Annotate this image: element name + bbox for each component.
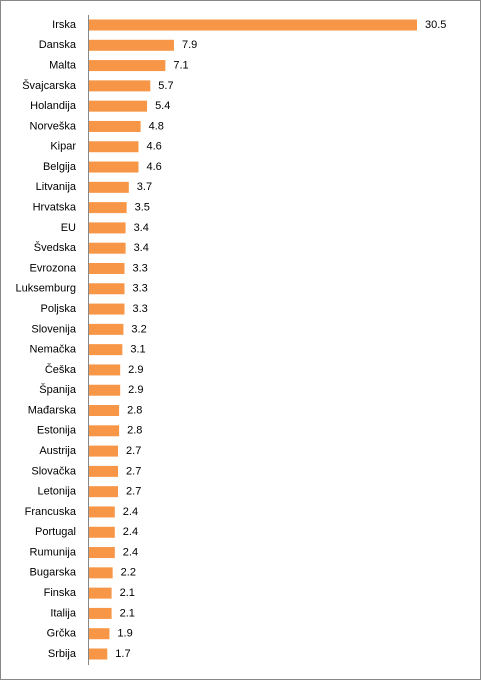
category-label: Holandija xyxy=(30,100,77,112)
category-label: Slovenija xyxy=(31,323,77,335)
category-label: Kipar xyxy=(50,141,76,153)
value-label: 3.7 xyxy=(137,181,152,193)
bar xyxy=(89,344,123,356)
value-label: 3.2 xyxy=(131,323,146,335)
value-label: 2.7 xyxy=(126,445,141,457)
category-label: Grčka xyxy=(47,628,77,640)
category-label: Norveška xyxy=(30,120,77,132)
category-label: Luksemburg xyxy=(15,283,76,295)
category-label: Portugal xyxy=(35,526,76,538)
bar xyxy=(89,222,126,234)
bar xyxy=(89,242,126,254)
bar xyxy=(89,465,119,477)
value-label: 1.9 xyxy=(117,628,132,640)
category-label: Nemačka xyxy=(30,344,77,356)
value-label: 3.1 xyxy=(130,344,145,356)
category-label: Irska xyxy=(52,19,77,31)
bar xyxy=(89,262,125,274)
category-label: Francuska xyxy=(25,506,77,518)
value-label: 4.8 xyxy=(149,120,164,132)
category-label: Poljska xyxy=(41,303,77,315)
category-label: Letonija xyxy=(37,486,76,498)
bar xyxy=(89,181,129,193)
bar xyxy=(89,19,417,31)
value-label: 1.7 xyxy=(115,648,130,660)
bar xyxy=(89,120,141,132)
category-label: Estonija xyxy=(37,425,77,437)
bar xyxy=(89,506,115,518)
category-label: Rumunija xyxy=(30,546,77,558)
value-label: 2.1 xyxy=(120,587,135,599)
category-label: Španija xyxy=(39,383,77,396)
bar xyxy=(89,364,121,376)
bar xyxy=(89,60,166,72)
category-label: Belgija xyxy=(43,161,77,173)
value-label: 5.7 xyxy=(158,80,173,92)
value-label: 3.4 xyxy=(134,242,149,254)
category-label: Danska xyxy=(39,39,77,51)
bar xyxy=(89,567,113,579)
category-label: Bugarska xyxy=(30,567,77,579)
value-label: 7.1 xyxy=(173,59,188,71)
value-label: 2.8 xyxy=(127,404,142,416)
bar xyxy=(89,628,110,640)
value-label: 2.1 xyxy=(120,607,135,619)
category-label: Malta xyxy=(49,59,77,71)
value-label: 7.9 xyxy=(182,39,197,51)
value-label: 2.9 xyxy=(128,384,143,396)
value-label: 2.4 xyxy=(123,526,138,538)
bar xyxy=(89,607,112,619)
bar xyxy=(89,323,124,335)
bar xyxy=(89,405,120,417)
bar xyxy=(89,283,125,295)
category-label: Italija xyxy=(50,607,77,619)
value-label: 4.6 xyxy=(146,141,161,153)
value-label: 5.4 xyxy=(155,100,170,112)
value-label: 2.9 xyxy=(128,364,143,376)
bar xyxy=(89,202,127,214)
bar xyxy=(89,161,139,173)
category-label: Slovačka xyxy=(31,465,77,477)
category-label: Evrozona xyxy=(30,262,77,274)
value-label: 3.3 xyxy=(132,303,147,315)
value-label: 2.4 xyxy=(123,506,138,518)
bar xyxy=(89,303,125,315)
bar xyxy=(89,141,139,153)
value-label: 30.5 xyxy=(425,19,446,31)
category-label: Litvanija xyxy=(36,181,77,193)
value-label: 2.8 xyxy=(127,425,142,437)
bar xyxy=(89,384,121,396)
bar xyxy=(89,80,151,92)
bar xyxy=(89,547,115,559)
category-label: Srbija xyxy=(48,648,77,660)
category-label: Švedska xyxy=(34,241,77,254)
value-label: 2.7 xyxy=(126,465,141,477)
value-label: 4.6 xyxy=(146,161,161,173)
category-label: EU xyxy=(61,222,76,234)
category-label: Hrvatska xyxy=(33,202,77,214)
bar xyxy=(89,100,148,112)
value-label: 3.3 xyxy=(132,262,147,274)
bar xyxy=(89,425,120,437)
value-label: 3.5 xyxy=(135,202,150,214)
category-label: Mađarska xyxy=(28,404,77,416)
category-label: Češka xyxy=(45,363,77,376)
category-label: Švajcarska xyxy=(22,79,77,92)
bar xyxy=(89,39,174,51)
bar xyxy=(89,445,119,457)
category-label: Finska xyxy=(44,587,77,599)
bar xyxy=(89,486,119,498)
bar xyxy=(89,587,112,599)
value-label: 2.2 xyxy=(121,567,136,579)
value-label: 2.4 xyxy=(123,546,138,558)
value-label: 3.4 xyxy=(134,222,149,234)
bar xyxy=(89,526,115,538)
value-label: 2.7 xyxy=(126,486,141,498)
value-label: 3.3 xyxy=(132,283,147,295)
category-label: Austrija xyxy=(39,445,77,457)
bar xyxy=(89,648,108,660)
